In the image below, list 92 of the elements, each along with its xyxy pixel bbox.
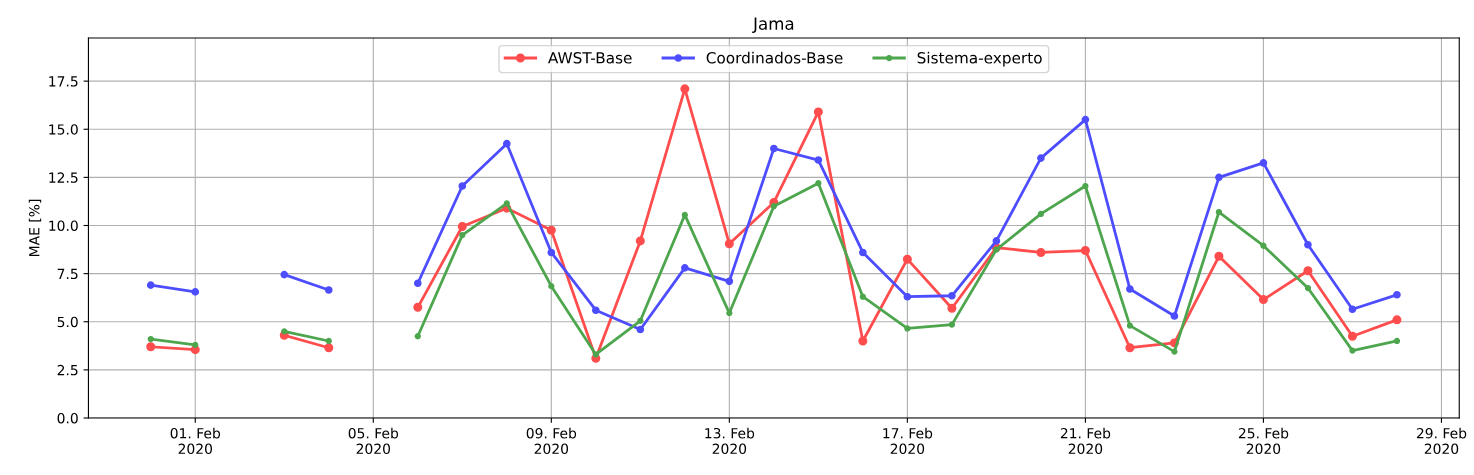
- x-tick-label: 05. Feb 2020: [348, 427, 399, 455]
- point: [770, 144, 778, 153]
- point: [548, 283, 555, 290]
- point: [325, 337, 332, 345]
- point: [1036, 247, 1046, 257]
- point: [948, 291, 956, 300]
- legend-label: Sistema-experto: [917, 51, 1042, 67]
- point: [1126, 322, 1134, 329]
- point: [1081, 115, 1090, 124]
- y-tick-label: 2.5: [57, 364, 78, 376]
- point: [680, 84, 690, 94]
- y-tick-label: 7.5: [57, 268, 78, 280]
- point: [1347, 331, 1357, 341]
- x-tick-label: 17. Feb 2020: [883, 427, 933, 455]
- point: [815, 180, 822, 187]
- point: [1392, 315, 1402, 325]
- point: [636, 325, 645, 334]
- point: [904, 325, 911, 332]
- point: [1080, 246, 1090, 256]
- point: [502, 139, 511, 148]
- point: [814, 156, 823, 164]
- point: [147, 335, 154, 343]
- point: [192, 341, 199, 348]
- x-tick-label: 09. Feb 2020: [526, 427, 577, 455]
- point: [1349, 347, 1356, 354]
- point: [724, 239, 734, 249]
- x-tick-label: 13. Feb 2020: [705, 427, 755, 455]
- point: [859, 293, 866, 300]
- point: [459, 231, 466, 239]
- point: [1259, 159, 1268, 167]
- point: [324, 286, 333, 294]
- point: [902, 254, 912, 264]
- point: [1171, 348, 1178, 355]
- x-tick-label: 21. Feb 2020: [1060, 427, 1111, 455]
- point: [413, 302, 423, 312]
- x-tick-label: 25. Feb 2020: [1238, 427, 1289, 455]
- point: [813, 107, 823, 117]
- point: [1304, 284, 1312, 292]
- point: [546, 225, 556, 235]
- point: [457, 221, 467, 231]
- point: [413, 279, 422, 288]
- point: [725, 277, 734, 286]
- point: [1393, 337, 1401, 345]
- point: [146, 281, 155, 289]
- point: [770, 203, 777, 210]
- point: [146, 342, 156, 352]
- point: [1170, 312, 1179, 320]
- point: [859, 248, 867, 257]
- y-tick-label: 15.0: [49, 124, 78, 135]
- point: [1393, 290, 1401, 299]
- y-tick-label: 0.0: [57, 412, 78, 424]
- point: [1126, 285, 1134, 293]
- point: [281, 328, 288, 335]
- point: [947, 303, 957, 313]
- point: [1215, 208, 1223, 216]
- point: [191, 288, 200, 296]
- y-tick-label: 17.5: [49, 76, 78, 87]
- point: [1258, 295, 1268, 305]
- legend-label: Coordinados-Base: [706, 51, 843, 64]
- point: [681, 264, 689, 272]
- point: [635, 236, 645, 246]
- point: [1214, 251, 1224, 261]
- point: [903, 292, 912, 301]
- point: [637, 317, 644, 324]
- point: [1304, 240, 1312, 249]
- y-axis-title: MAE [%]: [28, 199, 42, 256]
- y-tick-label: 10.0: [49, 220, 78, 231]
- point: [858, 336, 868, 346]
- point: [1303, 266, 1313, 276]
- point: [547, 248, 556, 257]
- point: [1260, 242, 1267, 249]
- point: [280, 270, 289, 279]
- point: [592, 351, 599, 358]
- point: [458, 182, 467, 190]
- point: [1082, 182, 1089, 190]
- point: [324, 343, 334, 353]
- x-tick-label: 29. Feb 2020: [1416, 427, 1467, 455]
- legend-label: AWST-Base: [548, 52, 632, 64]
- point: [1037, 210, 1045, 218]
- point: [414, 333, 421, 340]
- y-tick-label: 12.5: [49, 172, 78, 183]
- chart-title: Jama: [752, 17, 794, 33]
- x-tick-label: 01. Feb 2020: [170, 427, 221, 455]
- point: [503, 200, 510, 207]
- point: [992, 237, 1001, 245]
- point: [1125, 343, 1135, 353]
- point: [1348, 305, 1357, 314]
- point: [1037, 154, 1045, 162]
- point: [1215, 173, 1223, 182]
- point: [948, 321, 956, 328]
- point: [592, 306, 600, 315]
- y-tick-label: 5.0: [57, 316, 78, 328]
